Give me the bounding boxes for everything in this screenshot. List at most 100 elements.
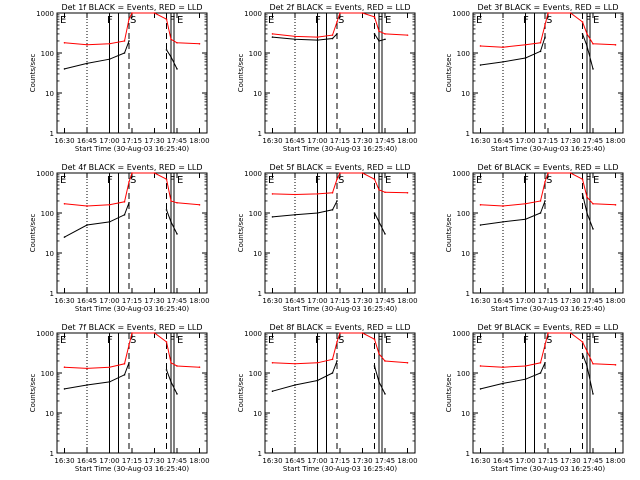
panel-title: Det 7f BLACK = Events, RED = LLD xyxy=(61,323,202,332)
x-tick-label: 17:00 xyxy=(99,137,119,145)
period-letter: F xyxy=(170,15,176,26)
y-axis-label: Counts/sec xyxy=(237,374,245,413)
x-tick-label: 17:45 xyxy=(583,137,603,145)
lld-series-line-point xyxy=(331,34,334,36)
events-series-line xyxy=(582,193,594,230)
lld-series-line-point xyxy=(581,341,584,343)
lld-series-line-point xyxy=(569,172,572,174)
events-series-line-point xyxy=(586,212,588,214)
x-tick-label: 17:15 xyxy=(330,457,350,465)
events-series-line-point xyxy=(331,37,334,40)
y-tick-label: 1 xyxy=(50,290,54,298)
events-series-line-point xyxy=(581,33,584,35)
x-tick-label: 17:00 xyxy=(307,297,327,305)
lld-series-line-point xyxy=(524,365,527,367)
period-letter: E xyxy=(177,335,183,346)
lld-series-line-point xyxy=(592,42,594,45)
lld-series-line-point xyxy=(336,341,338,343)
period-letter: S xyxy=(130,15,136,26)
x-tick-label: 16:30 xyxy=(54,137,74,145)
x-tick-label: 17:15 xyxy=(538,457,558,465)
lld-series-line-point xyxy=(547,172,549,174)
events-series-line-point xyxy=(316,212,319,214)
x-tick-label: 18:00 xyxy=(397,297,417,305)
y-tick-label: 10 xyxy=(253,250,262,258)
events-series-line xyxy=(64,202,130,238)
panel-title: Det 6f BLACK = Events, RED = LLD xyxy=(477,163,618,172)
plot-frame xyxy=(472,172,624,294)
plot-frame xyxy=(56,172,208,294)
events-series-line-point xyxy=(165,369,168,371)
period-letter: E xyxy=(177,175,183,186)
plot-frame xyxy=(264,332,416,454)
period-letter: E xyxy=(476,15,482,26)
y-tick-label: 100 xyxy=(457,370,470,378)
lld-series-line-point xyxy=(165,341,168,343)
lld-series-line-point xyxy=(198,366,201,368)
lld-series-line-point xyxy=(331,358,334,361)
lld-series-line-point xyxy=(373,16,376,18)
events-series-line-point xyxy=(165,209,168,211)
period-letter: F xyxy=(107,335,113,346)
x-tick-label: 16:30 xyxy=(470,137,490,145)
x-tick-label: 17:30 xyxy=(352,137,372,145)
lld-series-line-point xyxy=(384,191,386,194)
lld-series-line-point xyxy=(316,193,319,195)
events-series-line-point xyxy=(373,212,376,214)
x-tick-label: 17:45 xyxy=(167,297,187,305)
events-series-line-point xyxy=(63,68,66,70)
events-series-line-point xyxy=(479,64,482,66)
lld-series-line-point xyxy=(131,12,133,14)
y-tick-label: 1000 xyxy=(36,10,54,18)
y-tick-label: 1 xyxy=(258,130,262,138)
lld-series-line-point xyxy=(547,332,549,334)
x-tick-label: 17:15 xyxy=(122,457,142,465)
period-letter: E xyxy=(385,15,391,26)
events-series-line-point xyxy=(384,393,386,395)
lld-series-line-point xyxy=(176,365,178,367)
y-tick-label: 1 xyxy=(258,450,262,458)
x-tick-label: 18:00 xyxy=(397,457,417,465)
x-tick-label: 17:30 xyxy=(560,137,580,145)
lld-series-line-point xyxy=(502,46,504,48)
x-tick-label: 17:30 xyxy=(560,297,580,305)
lld-series-line-point xyxy=(614,44,617,46)
events-series-line-point xyxy=(170,56,172,58)
lld-series-line-point xyxy=(128,344,130,346)
events-series-line-point xyxy=(271,216,274,218)
x-tick-label: 17:45 xyxy=(167,457,187,465)
events-series-line-point xyxy=(170,381,172,383)
lld-series-line-point xyxy=(63,366,66,368)
x-tick-label: 16:45 xyxy=(493,297,513,305)
period-letter: E xyxy=(268,175,274,186)
lld-series-line-point xyxy=(544,24,546,26)
events-series-line xyxy=(374,365,386,395)
lld-series-line-point xyxy=(170,361,172,364)
period-letter: F xyxy=(315,15,321,26)
events-series-line xyxy=(166,49,178,70)
period-letter: F xyxy=(315,175,321,186)
x-tick-label: 17:45 xyxy=(375,457,395,465)
lld-series-line-point xyxy=(406,361,409,364)
y-axis-label: Counts/sec xyxy=(29,214,37,253)
plot-frame xyxy=(56,332,208,454)
panel-title: Det 9f BLACK = Events, RED = LLD xyxy=(477,323,618,332)
lld-series-line-point xyxy=(123,40,126,42)
x-tick-label: 16:45 xyxy=(285,137,305,145)
events-series-line-point xyxy=(123,214,126,216)
y-tick-label: 10 xyxy=(45,90,54,98)
x-tick-label: 17:30 xyxy=(144,297,164,305)
events-series-line-point xyxy=(539,50,542,53)
lld-series-line-point xyxy=(544,344,546,346)
x-tick-label: 17:00 xyxy=(99,297,119,305)
x-tick-label: 17:30 xyxy=(352,297,372,305)
lld-series-line-point xyxy=(176,41,178,44)
x-axis-label: Start Time (30-Aug-03 16:25:40) xyxy=(491,305,605,313)
lld-series-line-point xyxy=(336,178,338,180)
events-series-line-point xyxy=(128,40,130,42)
x-tick-label: 18:00 xyxy=(605,297,625,305)
